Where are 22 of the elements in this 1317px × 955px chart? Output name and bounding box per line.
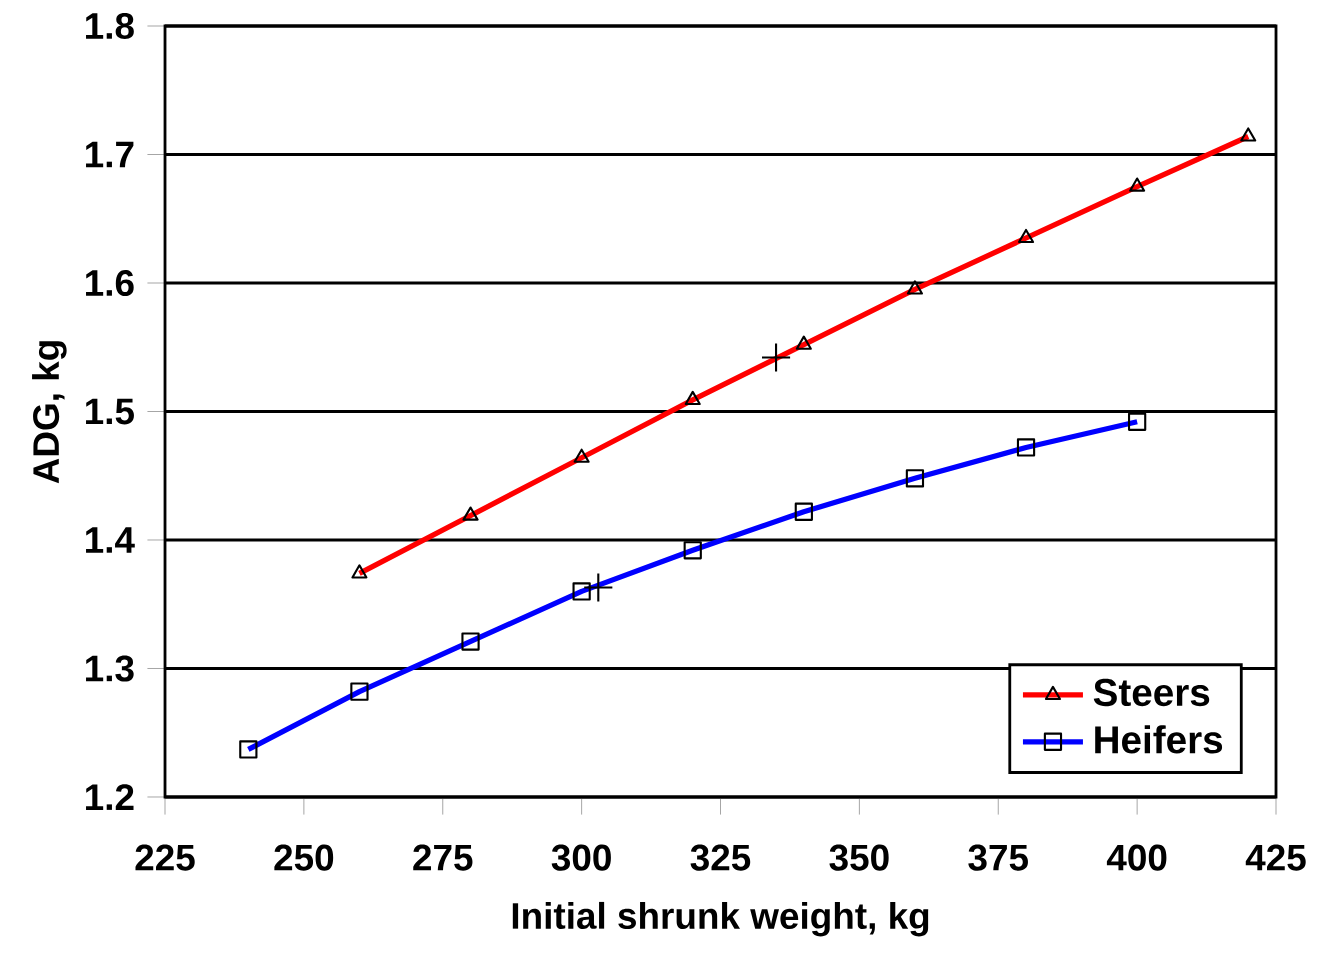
y-tick-label: 1.2: [86, 784, 134, 810]
y-tick-label: 1.3: [86, 655, 134, 682]
y-tick-label: 1.8: [86, 12, 134, 40]
x-tick-label: 300: [551, 844, 611, 871]
x-tick-label: 250: [274, 844, 334, 871]
point: [762, 343, 791, 372]
legend-label: Steers: [1093, 678, 1210, 707]
legend-label: Heifers: [1095, 725, 1223, 754]
x-tick-label: 350: [829, 844, 889, 871]
y-tick-label: 1.6: [86, 269, 134, 297]
x-tick-label: 375: [968, 844, 1028, 871]
y-tick-label: 1.7: [86, 141, 134, 168]
x-tick-label: 400: [1106, 844, 1167, 871]
point: [584, 573, 613, 602]
x-tick-label: 225: [135, 844, 195, 871]
x-axis-title: Initial shrunk weight, kg: [512, 901, 929, 937]
x-tick-label: 325: [690, 844, 751, 871]
y-axis-title: ADG, kg: [32, 341, 67, 484]
x-tick-label: 425: [1245, 844, 1306, 871]
x-tick-label: 275: [413, 844, 473, 871]
y-tick-label: 1.5: [86, 398, 134, 425]
y-tick-label: 1.4: [86, 527, 135, 553]
